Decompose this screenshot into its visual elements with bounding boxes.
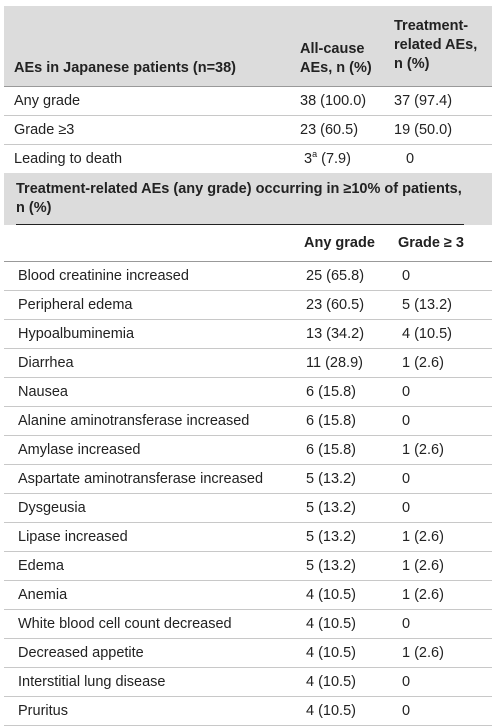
- row-label: Interstitial lung disease: [18, 674, 166, 690]
- row-grade3: 1 (2.6): [402, 529, 444, 545]
- row-any-grade: 5 (13.2): [306, 500, 356, 516]
- table-row: Alanine aminotransferase increased 6 (15.…: [4, 407, 492, 436]
- row-grade3: 0: [402, 384, 411, 400]
- row-allcause: 23 (60.5): [300, 122, 359, 138]
- row-any-grade: 5 (13.2): [306, 558, 356, 574]
- table-row: Anemia 4 (10.5) 1 (2.6): [4, 581, 492, 610]
- row-grade3: 1 (2.6): [402, 355, 444, 371]
- row-any-grade: 4 (10.5): [306, 674, 356, 690]
- row-any-grade: 6 (15.8): [306, 413, 356, 429]
- row-grade3: 0: [402, 471, 411, 487]
- row-label: Lipase increased: [18, 529, 128, 545]
- col-grade3: Grade ≥ 3: [398, 235, 464, 251]
- row-label: White blood cell count decreased: [18, 616, 232, 632]
- row-label: Amylase increased: [18, 442, 141, 458]
- table-row: Lipase increased 5 (13.2) 1 (2.6): [4, 523, 492, 552]
- row-any-grade: 5 (13.2): [306, 529, 356, 545]
- row-label: Blood creatinine increased: [18, 268, 189, 284]
- ae-rows: Blood creatinine increased 25 (65.8) 0 Peri…: [4, 262, 492, 726]
- row-related: 0: [406, 151, 415, 167]
- row-grade3: 1 (2.6): [402, 442, 444, 458]
- row-grade3: 1 (2.6): [402, 587, 444, 603]
- subsection-column-headers: Any grade Grade ≥ 3: [4, 225, 492, 262]
- table-row: Edema 5 (13.2) 1 (2.6): [4, 552, 492, 581]
- footnote-marker: a: [312, 149, 318, 160]
- row-label: Edema: [18, 558, 64, 574]
- row-grade3: 0: [402, 674, 411, 690]
- row-any-grade: 6 (15.8): [306, 384, 356, 400]
- table-row: White blood cell count decreased 4 (10.5)…: [4, 610, 492, 639]
- row-label: Grade ≥3: [14, 122, 75, 138]
- row-label: Aspartate aminotransferase increased: [18, 471, 264, 487]
- table-row: Grade ≥3 23 (60.5) 19 (50.0): [4, 116, 492, 145]
- table-row: Decreased appetite 4 (10.5) 1 (2.6): [4, 639, 492, 668]
- row-label: Dysgeusia: [18, 500, 86, 516]
- table-row: Diarrhea 11 (28.9) 1 (2.6): [4, 349, 492, 378]
- row-any-grade: 13 (34.2): [306, 326, 365, 342]
- row-grade3: 0: [402, 703, 411, 719]
- row-label: Nausea: [18, 384, 68, 400]
- header-col-allcause: All-cause AEs, n (%): [300, 41, 372, 76]
- table-row: Hypoalbuminemia 13 (34.2) 4 (10.5): [4, 320, 492, 349]
- table-header: AEs in Japanese patients (n=38) All-caus…: [4, 6, 492, 87]
- row-grade3: 4 (10.5): [402, 326, 452, 342]
- row-label: Leading to death: [14, 151, 123, 167]
- row-label: Diarrhea: [18, 355, 74, 371]
- row-label: Hypoalbuminemia: [18, 326, 135, 342]
- col-any-grade: Any grade: [304, 235, 375, 251]
- row-any-grade: 4 (10.5): [306, 703, 356, 719]
- row-any-grade: 4 (10.5): [306, 587, 356, 603]
- row-label: Anemia: [18, 587, 68, 603]
- table-row: Blood creatinine increased 25 (65.8) 0: [4, 262, 492, 291]
- table-row: Amylase increased 6 (15.8) 1 (2.6): [4, 436, 492, 465]
- row-any-grade: 5 (13.2): [306, 471, 356, 487]
- table-row: Any grade 38 (100.0) 37 (97.4): [4, 87, 492, 116]
- row-any-grade: 11 (28.9): [306, 355, 363, 371]
- adverse-events-table: AEs in Japanese patients (n=38) All-caus…: [4, 6, 492, 726]
- row-any-grade: 4 (10.5): [306, 616, 356, 632]
- row-allcause: 38 (100.0): [300, 93, 367, 109]
- subsection-header: Treatment-related AEs (any grade) occurr…: [4, 173, 492, 225]
- row-label: Peripheral edema: [18, 297, 133, 313]
- row-related: 19 (50.0): [394, 122, 453, 138]
- header-col-related: Treatment- related AEs, n (%): [394, 18, 478, 72]
- subsection-title: Treatment-related AEs (any grade) occurr…: [16, 181, 462, 216]
- row-any-grade: 23 (60.5): [306, 297, 365, 313]
- row-any-grade: 6 (15.8): [306, 442, 356, 458]
- table-row: Interstitial lung disease 4 (10.5) 0: [4, 668, 492, 697]
- table-row: Leading to death 3a (7.9) 0: [4, 145, 492, 173]
- row-any-grade: 25 (65.8): [306, 268, 365, 284]
- row-grade3: 1 (2.6): [402, 558, 444, 574]
- row-label: Decreased appetite: [18, 645, 144, 661]
- row-label: Pruritus: [18, 703, 68, 719]
- table-row: Dysgeusia 5 (13.2) 0: [4, 494, 492, 523]
- table-row: Pruritus 4 (10.5) 0: [4, 697, 492, 726]
- row-label: Alanine aminotransferase increased: [18, 413, 250, 429]
- row-any-grade: 4 (10.5): [306, 645, 356, 661]
- table-row: Peripheral edema 23 (60.5) 5 (13.2): [4, 291, 492, 320]
- row-grade3: 0: [402, 500, 411, 516]
- row-grade3: 0: [402, 268, 411, 284]
- row-grade3: 5 (13.2): [402, 297, 452, 313]
- row-label: Any grade: [14, 93, 81, 109]
- table-row: Aspartate aminotransferase increased 5 (1…: [4, 465, 492, 494]
- row-related: 37 (97.4): [394, 93, 453, 109]
- row-grade3: 0: [402, 616, 411, 632]
- header-col-aes: AEs in Japanese patients (n=38): [14, 60, 237, 76]
- table-row: Nausea 6 (15.8) 0: [4, 378, 492, 407]
- row-allcause: 3a (7.9): [304, 149, 351, 167]
- row-grade3: 0: [402, 413, 411, 429]
- row-grade3: 1 (2.6): [402, 645, 444, 661]
